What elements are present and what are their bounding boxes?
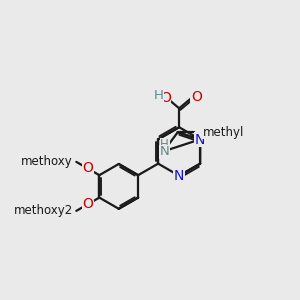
Text: methoxy: methoxy xyxy=(21,155,73,168)
Text: H: H xyxy=(153,89,163,102)
Text: N: N xyxy=(174,169,184,183)
Text: N: N xyxy=(160,145,169,158)
Text: methyl: methyl xyxy=(202,126,244,139)
Text: O: O xyxy=(82,161,93,175)
Text: O: O xyxy=(82,197,93,211)
Text: H: H xyxy=(160,138,169,151)
Text: O: O xyxy=(160,91,171,105)
Text: O: O xyxy=(191,90,202,104)
Text: N: N xyxy=(195,133,206,147)
Text: methoxy2: methoxy2 xyxy=(14,204,73,217)
